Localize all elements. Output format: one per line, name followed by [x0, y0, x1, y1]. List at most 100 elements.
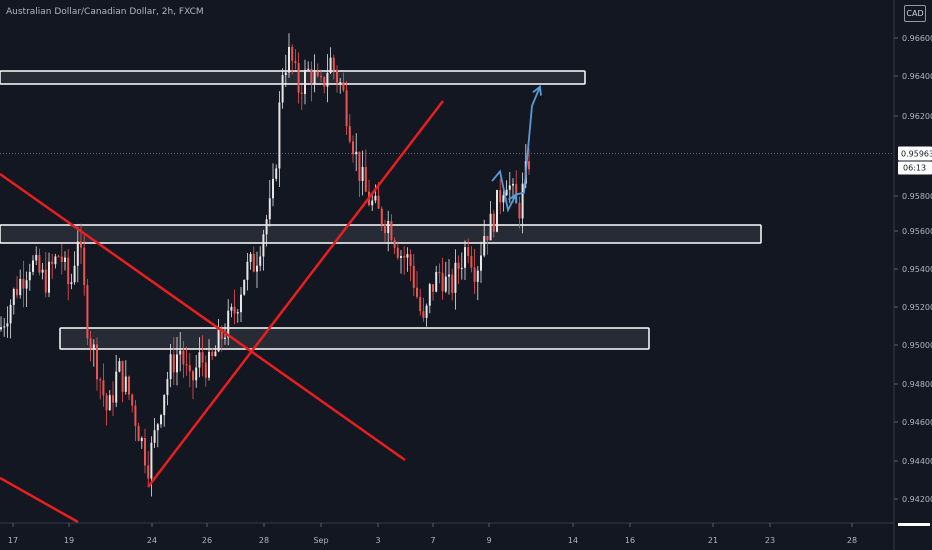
- large-projection-head: [532, 84, 542, 96]
- candle-body: [291, 46, 294, 61]
- time-tick-label: 23: [765, 536, 775, 545]
- candle-body: [41, 269, 44, 273]
- candle-body: [332, 57, 335, 71]
- time-tick-label: 28: [259, 536, 269, 545]
- currency-button[interactable]: CAD: [904, 5, 926, 22]
- candle-body: [281, 75, 284, 103]
- candle-body: [499, 190, 502, 203]
- candle-body: [262, 234, 265, 257]
- candle-body: [313, 72, 316, 84]
- candle-body: [358, 151, 361, 181]
- candle-body: [470, 256, 473, 268]
- candle-body: [51, 261, 54, 265]
- candle-body: [348, 126, 351, 142]
- candle-body: [35, 254, 38, 261]
- time-tick-label: 21: [708, 536, 718, 545]
- candle-body: [451, 274, 454, 293]
- candle-body: [89, 338, 92, 349]
- candle-body: [172, 354, 175, 373]
- candle-body: [140, 438, 143, 442]
- candle-body: [460, 267, 463, 269]
- candle-body: [252, 253, 255, 272]
- candle-body: [380, 208, 383, 225]
- price-tick-label: 0.96200: [902, 112, 932, 121]
- candle-body: [486, 236, 489, 241]
- candle-body: [454, 262, 457, 293]
- candle-body: [105, 395, 108, 411]
- candle-body: [224, 337, 226, 339]
- candle-body: [179, 350, 182, 355]
- candle-body: [92, 344, 95, 349]
- candle-body: [227, 310, 230, 338]
- candle-body: [377, 195, 380, 209]
- candle-body: [249, 253, 252, 262]
- candle-body: [473, 267, 476, 282]
- candle-body: [236, 312, 239, 314]
- candle-body: [195, 367, 198, 381]
- candle-body: [0, 327, 2, 330]
- candle-body: [371, 200, 374, 206]
- candle-body: [28, 271, 31, 281]
- candle-body: [118, 361, 121, 372]
- lower-descending-line: [0, 476, 79, 524]
- candle-body: [169, 354, 172, 380]
- time-tick-label: Sep: [313, 536, 328, 545]
- candle-body: [230, 306, 233, 311]
- candle-body: [403, 255, 406, 258]
- candle-body: [512, 183, 514, 186]
- candle-body: [361, 167, 364, 181]
- candle-body: [243, 279, 246, 295]
- candle-body: [16, 289, 18, 296]
- candle-body: [528, 161, 530, 170]
- candle-body: [83, 247, 86, 286]
- candle-body: [108, 395, 111, 411]
- candle-body: [425, 305, 428, 318]
- candle-body: [432, 284, 434, 292]
- candle-body: [406, 254, 409, 258]
- candle-body: [284, 72, 287, 76]
- symbol-title: Australian Dollar/Canadian Dollar, 2h, F…: [6, 7, 204, 17]
- candle-body: [480, 255, 482, 271]
- candle-body: [156, 424, 159, 431]
- candle-body: [505, 189, 508, 196]
- candle-body: [352, 141, 354, 155]
- candle-body: [518, 202, 521, 219]
- candle-body: [508, 185, 511, 190]
- time-tick-label: 3: [375, 536, 380, 545]
- candle-body: [64, 257, 66, 262]
- candle-body: [326, 72, 329, 87]
- candle-body: [336, 70, 338, 83]
- candle-body: [489, 213, 492, 241]
- price-tick-label: 0.96400: [902, 72, 932, 81]
- small-projection: [491, 169, 517, 213]
- candle-body: [521, 183, 524, 219]
- candle-body: [25, 280, 28, 289]
- candle-body: [76, 241, 79, 266]
- candle-body: [204, 362, 207, 378]
- candle-body: [102, 380, 105, 396]
- candle-body: [428, 284, 431, 306]
- candle-body: [304, 69, 306, 95]
- candle-body: [294, 60, 297, 64]
- candle-body: [182, 350, 185, 365]
- price-tick-label: 0.95600: [902, 227, 932, 236]
- candle-body: [259, 256, 262, 266]
- price-tick-label: 0.95000: [902, 341, 932, 350]
- candle-body: [416, 287, 418, 297]
- candle-body: [240, 294, 242, 313]
- price-tick-label: 0.95800: [902, 192, 932, 201]
- candle-body: [310, 68, 313, 84]
- candle-body: [409, 254, 412, 266]
- candle-body: [134, 405, 137, 426]
- countdown-badge: [898, 161, 932, 175]
- time-tick-label: 19: [64, 536, 74, 545]
- candle-body: [115, 371, 118, 403]
- candle-body: [166, 379, 169, 395]
- candle-body: [448, 274, 450, 277]
- candle-body: [444, 276, 447, 292]
- candle-body: [217, 328, 220, 352]
- candle-body: [73, 265, 76, 283]
- current-price-badge: [898, 146, 932, 161]
